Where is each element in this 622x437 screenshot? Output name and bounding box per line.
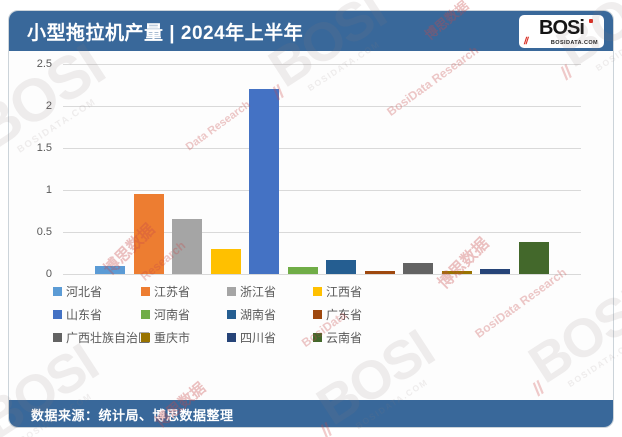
- gridline: [63, 105, 581, 107]
- y-tick-label: 0.5: [36, 226, 52, 238]
- gridline: [63, 189, 581, 191]
- legend-item: 湖南省: [227, 306, 313, 323]
- legend-swatch-icon: [141, 333, 150, 342]
- y-tick-label: 2: [45, 100, 52, 112]
- legend-label: 湖南省: [240, 308, 277, 322]
- legend-swatch-icon: [313, 333, 322, 342]
- legend-item: 重庆市: [141, 329, 227, 346]
- legend: 河北省 江苏省 浙江省 江西省山东省 河南省 湖南省 广东省广西壮族自治区 重庆市 四川省 云南省: [53, 280, 423, 349]
- plot-area: [63, 63, 581, 275]
- legend-label: 广东省: [326, 308, 363, 322]
- legend-item: 广东省: [313, 306, 423, 323]
- legend-swatch-icon: [227, 310, 236, 319]
- logo-text: BOSi: [539, 16, 585, 39]
- brand-logo: BOSi // BOSIDATA.COM: [519, 14, 604, 48]
- legend-label: 广西壮族自治区: [66, 331, 151, 345]
- gridline: [63, 231, 581, 233]
- legend-swatch-icon: [227, 333, 236, 342]
- bar: [326, 259, 357, 274]
- legend-label: 重庆市: [154, 331, 191, 345]
- bar: [172, 219, 203, 274]
- legend-swatch-icon: [53, 287, 62, 296]
- legend-item: 浙江省: [227, 283, 313, 300]
- bar: [95, 265, 126, 274]
- legend-item: 云南省: [313, 329, 423, 346]
- legend-swatch-icon: [141, 310, 150, 319]
- chart-card: 小型拖拉机产量 | 2024年上半年 BOSi // BOSIDATA.COM …: [8, 10, 614, 428]
- legend-swatch-icon: [313, 287, 322, 296]
- bar: [287, 267, 318, 274]
- gridline: [63, 147, 581, 149]
- legend-swatch-icon: [313, 310, 322, 319]
- legend-swatch-icon: [141, 287, 150, 296]
- legend-item: 江苏省: [141, 283, 227, 300]
- data-source-text: 数据来源：统计局、博思数据整理: [31, 408, 234, 423]
- bar: [249, 89, 280, 274]
- legend-item: 江西省: [313, 283, 423, 300]
- gridline: [63, 63, 581, 65]
- legend-item: 广西壮族自治区: [53, 329, 150, 346]
- logo-stripes-icon: //: [523, 35, 529, 47]
- bar: [364, 271, 395, 274]
- legend-item: 河南省: [141, 306, 227, 323]
- legend-swatch-icon: [227, 287, 236, 296]
- bars: [91, 64, 553, 274]
- bar: [210, 248, 241, 274]
- chart-title: 小型拖拉机产量 | 2024年上半年: [27, 22, 304, 44]
- legend-item: 山东省: [53, 306, 141, 323]
- legend-label: 四川省: [240, 331, 277, 345]
- legend-label: 河南省: [154, 308, 191, 322]
- legend-swatch-icon: [53, 310, 62, 319]
- legend-label: 河北省: [66, 285, 103, 299]
- y-tick-label: 2.5: [36, 58, 52, 70]
- gridline: [63, 273, 581, 275]
- bar: [441, 271, 472, 274]
- legend-label: 山东省: [66, 308, 103, 322]
- bar: [133, 194, 164, 274]
- legend-item: 四川省: [227, 329, 313, 346]
- bar: [403, 263, 434, 274]
- bar: [518, 242, 549, 274]
- legend-label: 江苏省: [154, 285, 191, 299]
- logo-domain-text: BOSIDATA.COM: [550, 39, 598, 46]
- legend-swatch-icon: [53, 333, 62, 342]
- legend-item: 河北省: [53, 283, 141, 300]
- y-tick-label: 1: [45, 184, 52, 196]
- footer-bar: 数据来源：统计局、博思数据整理: [9, 400, 613, 427]
- legend-label: 浙江省: [240, 285, 277, 299]
- y-tick-label: 0: [45, 268, 52, 280]
- header-bar: 小型拖拉机产量 | 2024年上半年 BOSi // BOSIDATA.COM: [9, 11, 613, 51]
- legend-label: 江西省: [326, 285, 363, 299]
- y-axis: 0 0.5 1 1.5 2 2.5: [9, 58, 57, 280]
- y-tick-label: 1.5: [36, 142, 52, 154]
- chart-area: 0 0.5 1 1.5 2 2.5 河北省 江苏省 浙江省 江西省山东省 河南省 湖南省 广东省广西壮…: [9, 51, 613, 400]
- bar: [480, 268, 511, 274]
- legend-label: 云南省: [326, 331, 363, 345]
- logo-dot-icon: [589, 18, 593, 23]
